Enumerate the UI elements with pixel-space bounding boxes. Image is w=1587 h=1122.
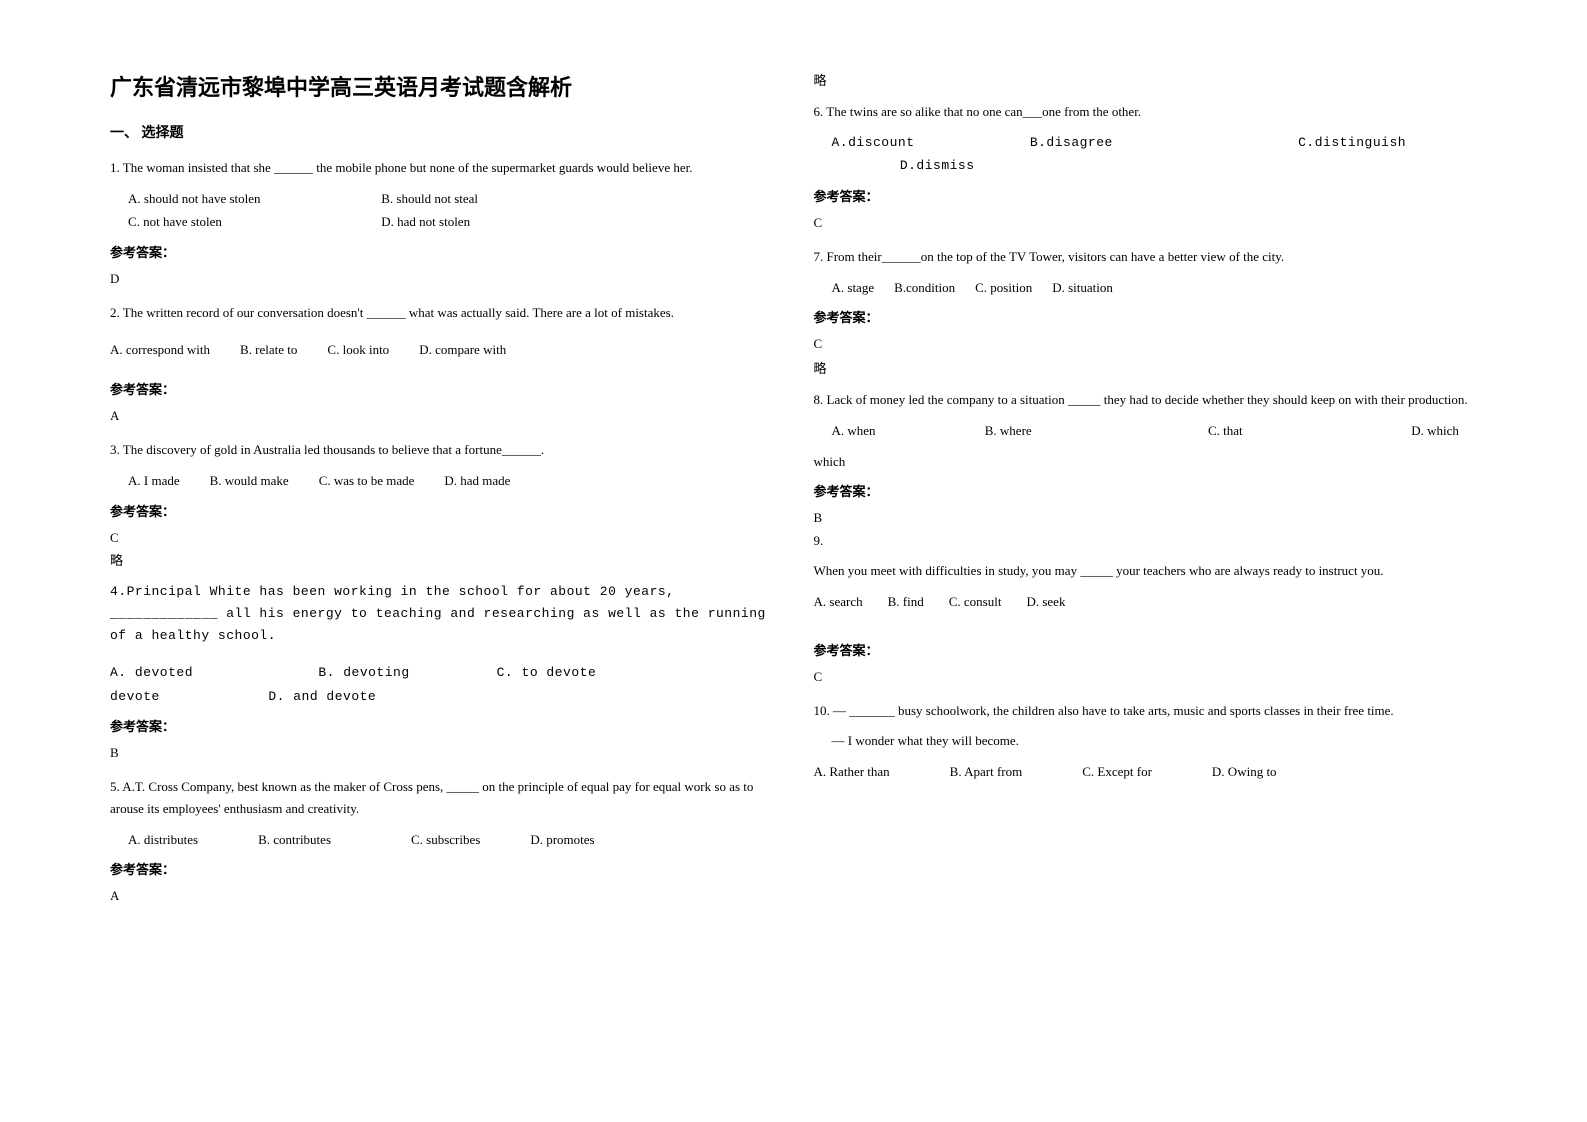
q2-options: A. correspond with B. relate to C. look … <box>110 338 774 361</box>
q10-optD: D. Owing to <box>1212 760 1277 783</box>
left-column: 广东省清远市黎埠中学高三英语月考试题含解析 一、 选择题 1. The woma… <box>90 70 794 1082</box>
q8-optB: B. where <box>985 419 1205 442</box>
q3-answer-label: 参考答案： <box>110 501 774 520</box>
page-title: 广东省清远市黎埠中学高三英语月考试题含解析 <box>110 70 774 102</box>
q8-text: 8. Lack of money led the company to a si… <box>814 389 1478 411</box>
q6-optD: D.dismiss <box>900 158 975 173</box>
q10-optA: A. Rather than <box>814 760 890 783</box>
q2-answer: A <box>110 408 774 424</box>
q1-answer-label: 参考答案： <box>110 242 774 261</box>
q5-answer-label: 参考答案： <box>110 859 774 878</box>
q4-optC: C. to devote <box>497 665 597 680</box>
q8-optA: A. when <box>832 419 982 442</box>
q4-text: 4.Principal White has been working in th… <box>110 581 774 647</box>
q7-optB: B.condition <box>894 276 955 299</box>
q6-optA: A.discount <box>832 131 1022 154</box>
q1-text: 1. The woman insisted that she ______ th… <box>110 157 774 179</box>
q4-answer: B <box>110 745 774 761</box>
q2-optD: D. compare with <box>419 338 506 361</box>
q6-optB: B.disagree <box>1030 131 1290 154</box>
q7-optC: C. position <box>975 276 1032 299</box>
q2-text: 2. The written record of our conversatio… <box>110 302 774 324</box>
q5-optD: D. promotes <box>530 828 594 851</box>
q9-optD: D. seek <box>1026 590 1065 613</box>
q9-options: A. search B. find C. consult D. seek <box>814 590 1478 613</box>
q4-optB: B. devoting <box>318 661 488 684</box>
q1-optA: A. should not have stolen <box>128 187 378 210</box>
q5-optA: A. distributes <box>128 828 198 851</box>
q1-answer: D <box>110 271 774 287</box>
q2-optC: C. look into <box>327 338 389 361</box>
q9-num: 9. <box>814 530 1478 552</box>
right-column: 略 6. The twins are so alike that no one … <box>794 70 1498 1082</box>
q5-optB: B. contributes <box>258 828 331 851</box>
q6-options: A.discount B.disagree C.distinguish D.di… <box>814 131 1478 178</box>
q7-optD: D. situation <box>1052 276 1113 299</box>
q5-options: A. distributes B. contributes C. subscri… <box>110 828 774 851</box>
q6-answer-label: 参考答案： <box>814 186 1478 205</box>
q5-answer: A <box>110 888 774 904</box>
q6-answer: C <box>814 215 1478 231</box>
q4-optD: D. and devote <box>268 689 376 704</box>
q10-options: A. Rather than B. Apart from C. Except f… <box>814 760 1478 783</box>
q8-answer-label: 参考答案： <box>814 481 1478 500</box>
q2-answer-label: 参考答案： <box>110 379 774 398</box>
q8-optD: D. which <box>1411 423 1459 438</box>
q5-skip: 略 <box>814 70 1478 89</box>
q6-optC: C.distinguish <box>1298 135 1406 150</box>
q3-optC: C. was to be made <box>319 469 415 492</box>
q2-optA: A. correspond with <box>110 338 210 361</box>
q7-answer-label: 参考答案： <box>814 307 1478 326</box>
q3-text: 3. The discovery of gold in Australia le… <box>110 439 774 461</box>
q1-optB: B. should not steal <box>381 191 478 206</box>
q10-optB: B. Apart from <box>950 760 1023 783</box>
q1-optC: C. not have stolen <box>128 210 378 233</box>
q2-optB: B. relate to <box>240 338 297 361</box>
q9-text: When you meet with difficulties in study… <box>814 560 1478 582</box>
q3-options: A. I made B. would make C. was to be mad… <box>110 469 774 492</box>
q6-text: 6. The twins are so alike that no one ca… <box>814 101 1478 123</box>
q9-answer: C <box>814 669 1478 685</box>
q3-optD: D. had made <box>444 469 510 492</box>
q8-optC: C. that <box>1208 419 1408 442</box>
q3-optB: B. would make <box>210 469 289 492</box>
q10-optC: C. Except for <box>1082 760 1152 783</box>
q1-optD: D. had not stolen <box>381 214 470 229</box>
q5-optC: C. subscribes <box>411 828 480 851</box>
q8-which: which <box>814 451 1478 473</box>
q7-answer: C <box>814 336 1478 352</box>
q7-text: 7. From their______on the top of the TV … <box>814 246 1478 268</box>
q1-options: A. should not have stolen B. should not … <box>110 187 774 234</box>
q8-answer: B <box>814 510 1478 526</box>
q9-optA: A. search <box>814 590 863 613</box>
q7-options: A. stage B.condition C. position D. situ… <box>814 276 1478 299</box>
q4-optA: A. devoted <box>110 661 310 684</box>
q10-text: 10. — _______ busy schoolwork, the child… <box>814 700 1478 722</box>
q8-options: A. when B. where C. that D. which <box>814 419 1478 442</box>
q9-optC: C. consult <box>949 590 1002 613</box>
q10-line2: — I wonder what they will become. <box>814 730 1478 752</box>
q7-skip: 略 <box>814 358 1478 377</box>
q9-optB: B. find <box>888 590 924 613</box>
q3-optA: A. I made <box>128 469 180 492</box>
q3-answer: C <box>110 530 774 546</box>
q7-optA: A. stage <box>832 276 875 299</box>
q9-answer-label: 参考答案： <box>814 640 1478 659</box>
section-header: 一、 选择题 <box>110 122 774 142</box>
q3-skip: 略 <box>110 550 774 569</box>
q4-options: A. devoted B. devoting C. to devote devo… <box>110 661 774 708</box>
q5-text: 5. A.T. Cross Company, best known as the… <box>110 776 774 820</box>
q4-answer-label: 参考答案： <box>110 716 774 735</box>
